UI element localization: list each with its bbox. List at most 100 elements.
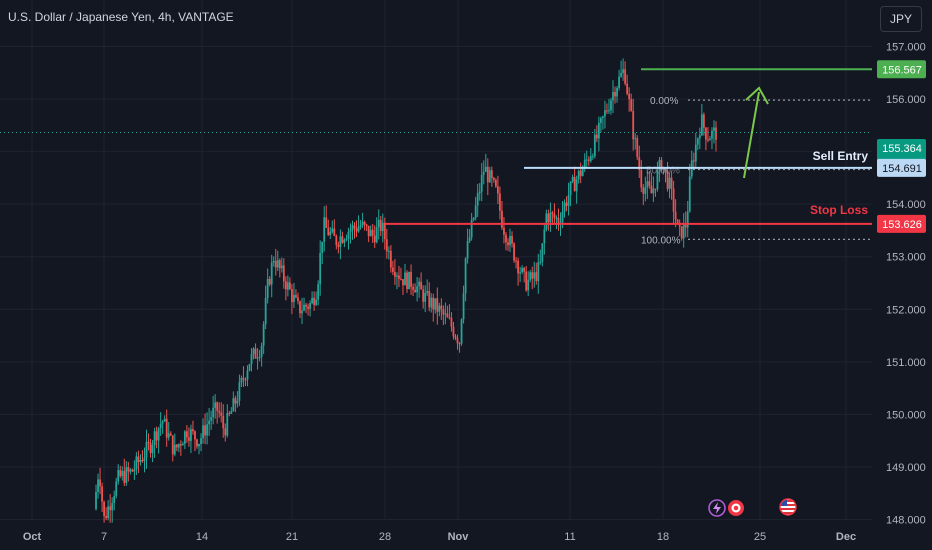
- candle-body: [436, 298, 439, 312]
- candle-body: [198, 444, 200, 447]
- candle-body: [270, 262, 273, 285]
- candle-body: [252, 348, 255, 355]
- candle-body: [377, 219, 380, 228]
- candle-body: [499, 193, 501, 211]
- candle-body: [276, 260, 279, 268]
- candle-body: [688, 176, 691, 212]
- candle-body: [503, 227, 505, 235]
- candle-body: [345, 238, 348, 241]
- us-flag-icon[interactable]: [779, 498, 797, 516]
- entry-price-badge-bg: [877, 158, 926, 177]
- candle-body: [387, 250, 390, 252]
- stop-loss-label: Stop Loss: [810, 203, 868, 217]
- candle-body: [539, 261, 542, 263]
- candle-body: [155, 431, 158, 441]
- candle-body: [95, 492, 97, 509]
- candle-body: [529, 272, 532, 280]
- candle-body: [450, 317, 453, 327]
- time-tick-label: Nov: [448, 531, 470, 543]
- time-axis[interactable]: Oct 7 14 21 28 Nov 11 18 25 Dec: [23, 531, 856, 543]
- candle-body: [515, 260, 517, 262]
- candle-body: [143, 457, 146, 462]
- candle-body: [181, 443, 184, 446]
- candle-body: [111, 503, 114, 511]
- candle-body: [109, 506, 112, 511]
- candle-body: [375, 227, 378, 243]
- currency-button[interactable]: JPY: [880, 6, 922, 32]
- candle-body: [133, 469, 136, 472]
- price-tick-label: 148.000: [886, 514, 926, 526]
- lightning-icon[interactable]: [708, 499, 726, 517]
- candle-body: [188, 437, 190, 441]
- candle-body: [565, 202, 568, 206]
- candle-body: [333, 228, 336, 236]
- price-tick-label: 150.000: [886, 409, 926, 421]
- candle-body: [369, 229, 372, 237]
- candle-body: [585, 159, 588, 161]
- time-tick-label: 7: [101, 531, 107, 543]
- candle-body: [242, 377, 245, 380]
- candle-body: [103, 501, 105, 517]
- candle-body: [359, 225, 362, 227]
- candle-body: [593, 134, 596, 157]
- stop-price-badge: 153.626: [877, 214, 926, 233]
- fib-label-0: 0.00%: [650, 96, 678, 107]
- candle-body: [353, 225, 356, 229]
- time-tick-label: 18: [657, 531, 669, 543]
- candle-body: [700, 114, 703, 136]
- candle-body: [606, 110, 608, 112]
- candle-body: [573, 176, 576, 192]
- candle-body: [648, 181, 651, 186]
- candle-body: [466, 241, 469, 259]
- candle-body: [319, 253, 322, 285]
- candle-body: [711, 130, 713, 139]
- candle-body: [313, 297, 316, 305]
- candle-body: [610, 100, 612, 111]
- candle-body: [686, 211, 689, 228]
- candle-body: [531, 272, 534, 279]
- time-tick-label: Dec: [836, 531, 856, 543]
- candle-body: [642, 187, 645, 194]
- record-icon[interactable]: [727, 499, 745, 517]
- candle-body: [228, 413, 231, 415]
- target-price-badge-bg: [877, 60, 926, 79]
- candle-body: [501, 210, 503, 228]
- candle-body: [626, 83, 629, 94]
- candle-body: [672, 188, 675, 212]
- candle-body: [422, 289, 425, 302]
- price-axis[interactable]: 157.000156.000155.000154.000153.000152.0…: [886, 42, 926, 527]
- candle-body: [141, 459, 144, 462]
- fib-retracement[interactable]: 0.00% 100.00% 50.00%: [641, 96, 872, 246]
- candle-body: [581, 168, 584, 176]
- candle-body: [616, 88, 618, 97]
- candle-body: [434, 298, 437, 310]
- target-arrow[interactable]: [743, 86, 769, 179]
- candle-body: [507, 242, 509, 246]
- candle-body: [145, 441, 148, 458]
- candle-body: [153, 431, 156, 446]
- candle-body: [513, 243, 515, 261]
- candle-body: [121, 470, 124, 476]
- entry-price-badge-text: 154.691: [882, 163, 922, 175]
- candle-body: [343, 240, 346, 243]
- candle-body: [260, 345, 263, 357]
- candle-body: [268, 278, 271, 285]
- candle-body: [105, 516, 108, 519]
- candle-body: [658, 160, 661, 171]
- candle-body: [131, 469, 134, 472]
- candle-body: [680, 226, 683, 239]
- candle-body: [490, 170, 493, 179]
- candle-body: [705, 127, 707, 140]
- candle-body: [196, 439, 198, 447]
- fib-label-100: 100.00%: [641, 235, 681, 246]
- candle-body: [337, 245, 340, 247]
- candle-body: [408, 271, 410, 290]
- candle-body: [147, 441, 150, 444]
- candle-body: [537, 262, 540, 282]
- candle-body: [151, 445, 154, 453]
- candle-body: [224, 428, 227, 436]
- candle-body: [361, 221, 364, 226]
- candle-body: [420, 281, 423, 290]
- candle-body: [666, 170, 669, 189]
